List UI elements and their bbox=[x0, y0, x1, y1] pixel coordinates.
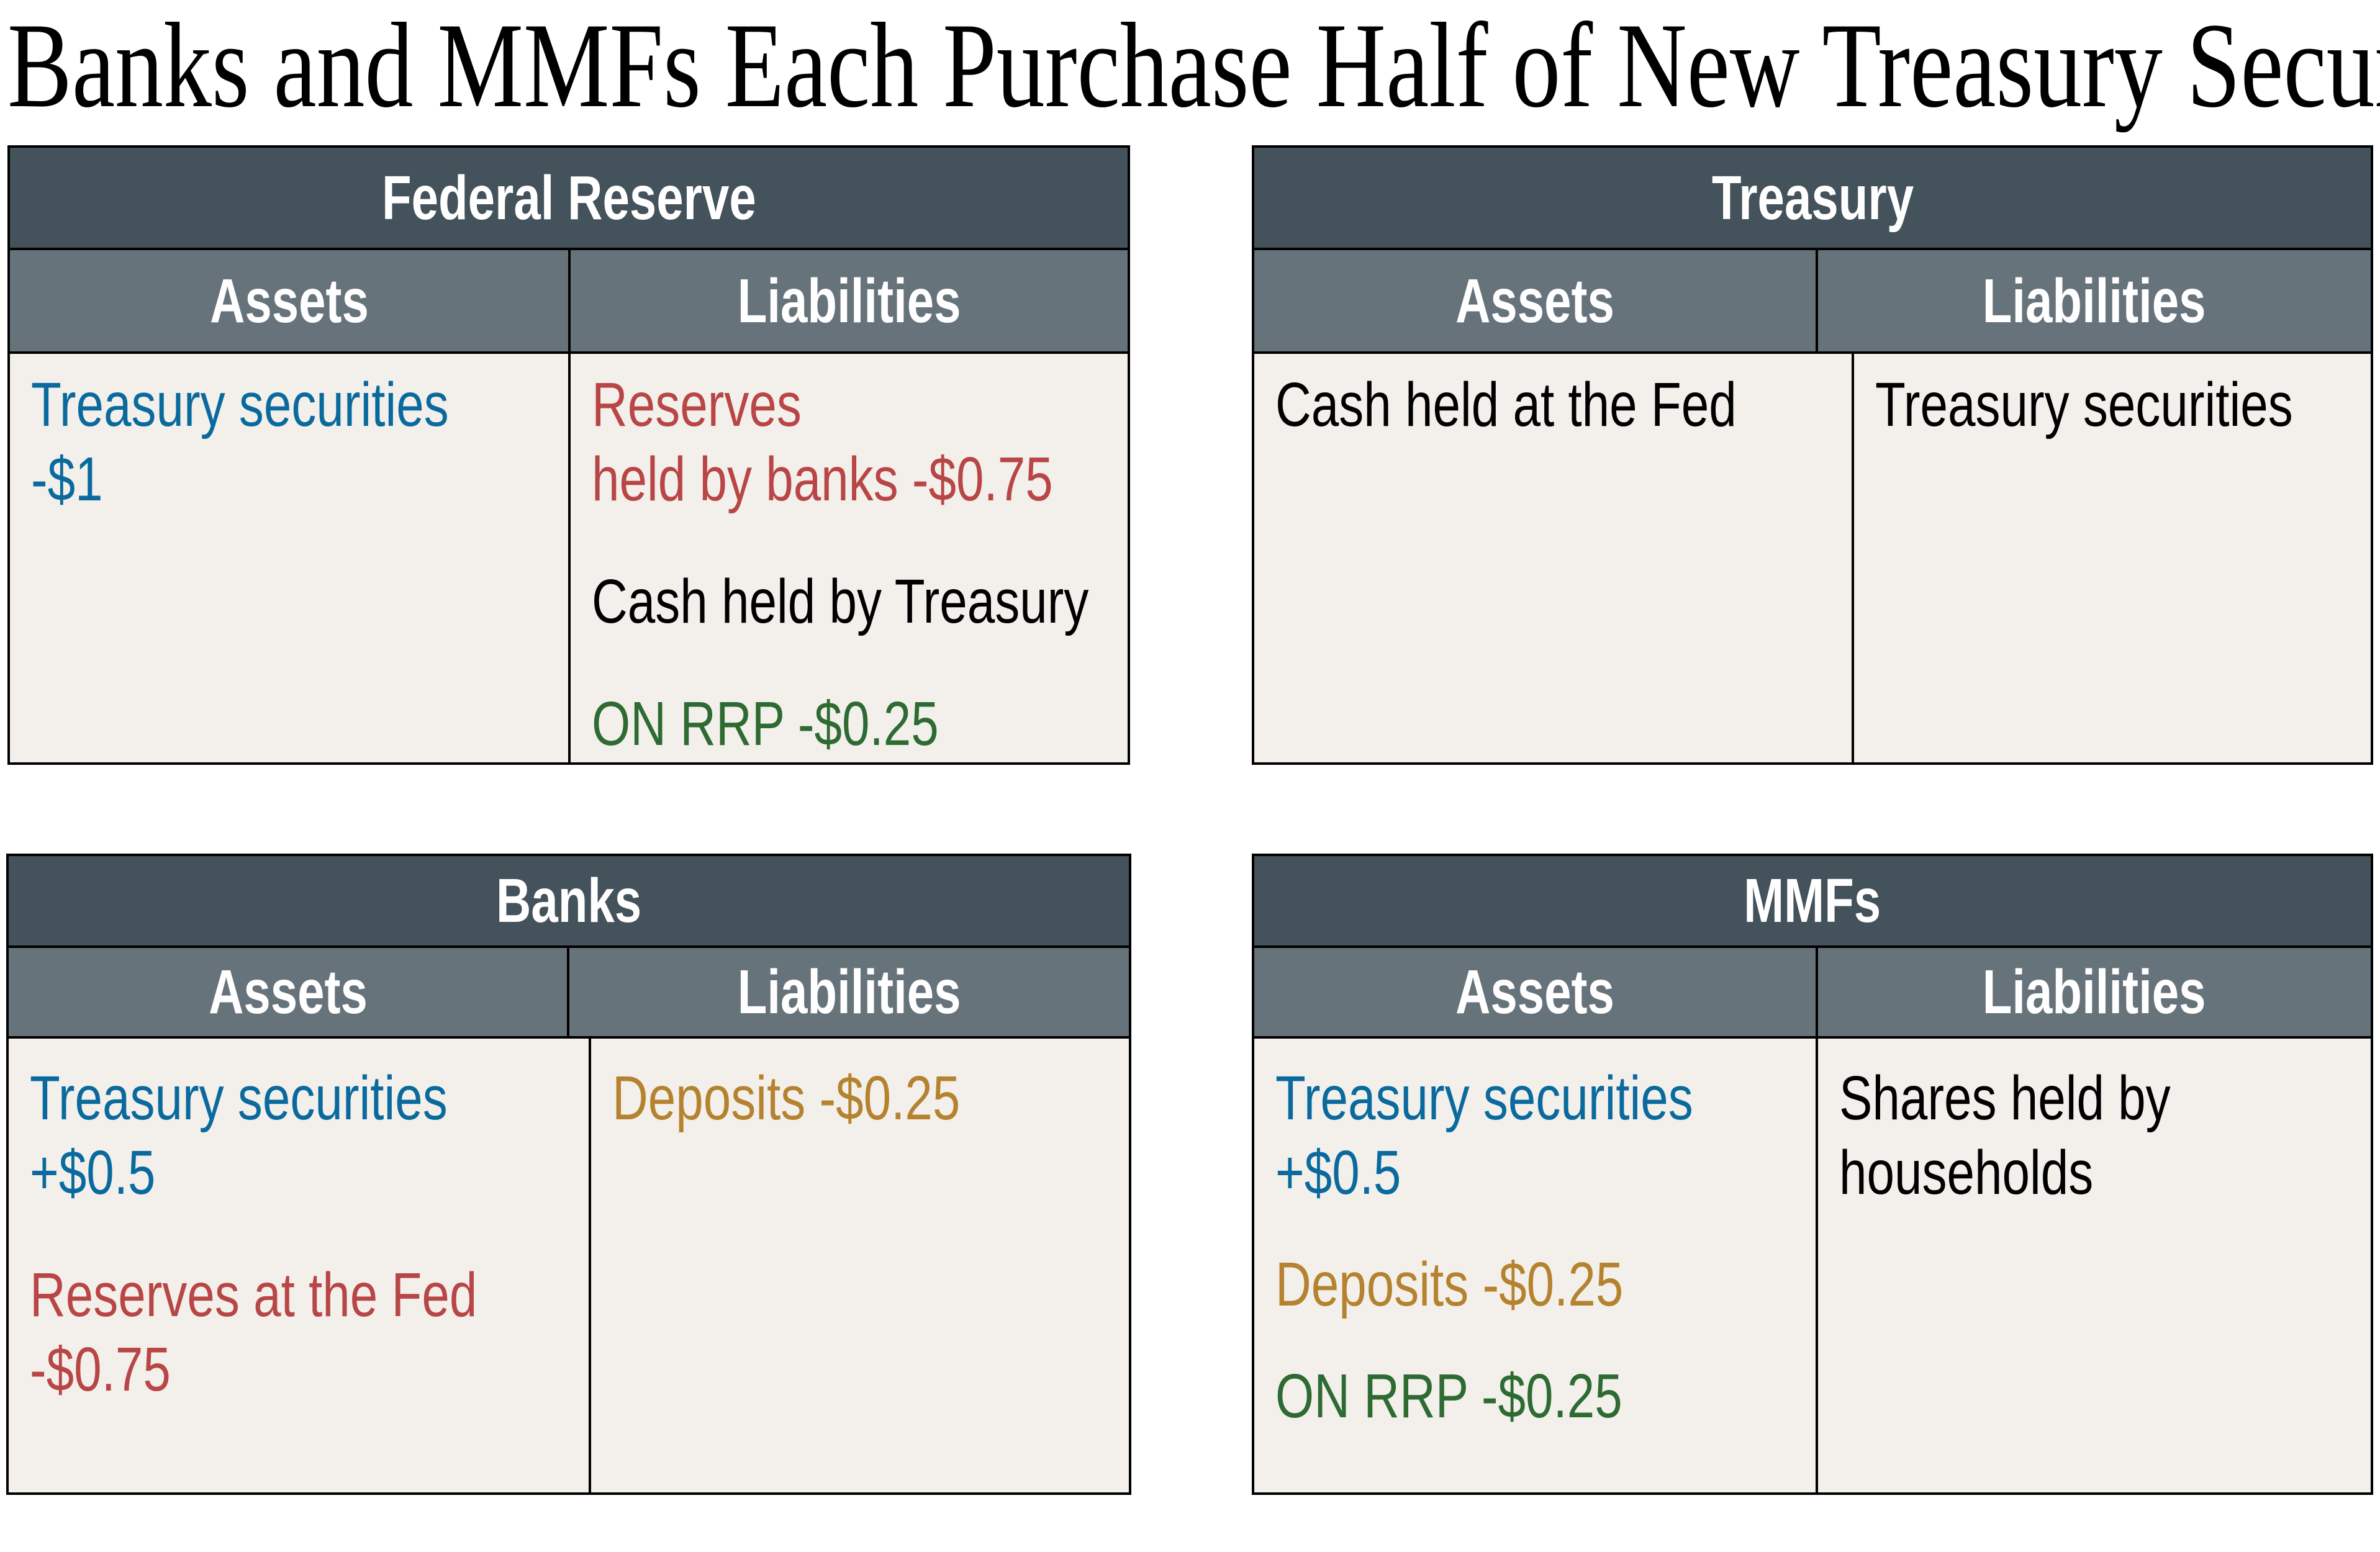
entry-amount: -$0.75 bbox=[30, 1335, 171, 1404]
banks-balance-sheet: Banks Assets Liabilities Treasury securi… bbox=[6, 854, 1131, 1495]
treasury-header: Treasury bbox=[1254, 148, 2371, 250]
treasury-assets-header: Assets bbox=[1254, 250, 1818, 351]
treasury-balance-sheet: Treasury Assets Liabilities Cash held at… bbox=[1252, 145, 2373, 765]
treasury-body: Cash held at the Fed Treasury securities bbox=[1254, 354, 2371, 762]
treasury-assets-column: Cash held at the Fed bbox=[1254, 354, 1855, 762]
entry-amount: held by banks -$0.75 bbox=[592, 444, 1053, 514]
fed-header: Federal Reserve bbox=[10, 148, 1128, 250]
banks-header: Banks bbox=[9, 856, 1129, 948]
banks-asset-reserves: Reserves at the Fed -$0.75 bbox=[30, 1258, 589, 1407]
entry-line: Treasury securities bbox=[1275, 1063, 1693, 1133]
banks-liabilities-column: Deposits -$0.25 bbox=[591, 1039, 1129, 1492]
mmfs-asset-treasury-securities: Treasury securities +$0.5 bbox=[1275, 1061, 1816, 1210]
fed-liability-on-rrp: ON RRP -$0.25 bbox=[592, 687, 1213, 761]
entry-line: households bbox=[1839, 1138, 2094, 1207]
entry-line: ON RRP -$0.25 bbox=[592, 689, 939, 759]
mmfs-liabilities-column: Shares held by households bbox=[1818, 1039, 2371, 1492]
mmfs-asset-on-rrp: ON RRP -$0.25 bbox=[1275, 1359, 1816, 1433]
assets-label: Assets bbox=[1455, 266, 1614, 336]
mmfs-title: MMFs bbox=[1744, 866, 1881, 936]
banks-body: Treasury securities +$0.5 Reserves at th… bbox=[9, 1039, 1129, 1492]
assets-label: Assets bbox=[1455, 957, 1614, 1027]
page-title: Banks and MMFs Each Purchase Half of New… bbox=[7, 0, 2380, 133]
entry-amount: -$1 bbox=[31, 444, 103, 514]
liabilities-label: Liabilities bbox=[737, 266, 961, 336]
entry-amount: +$0.5 bbox=[30, 1138, 156, 1207]
mmfs-liabilities-header: Liabilities bbox=[1818, 948, 2371, 1036]
entry-line: Treasury securities bbox=[1875, 370, 2294, 440]
entry-line: Deposits -$0.25 bbox=[612, 1063, 961, 1133]
treasury-liability-securities: Treasury securities bbox=[1875, 368, 2380, 442]
fed-balance-sheet: Federal Reserve Assets Liabilities Treas… bbox=[7, 145, 1130, 765]
liabilities-label: Liabilities bbox=[1983, 957, 2206, 1027]
fed-asset-treasury-securities: Treasury securities -$1 bbox=[31, 368, 568, 517]
fed-body: Treasury securities -$1 Reserves held by… bbox=[10, 354, 1128, 762]
fed-liability-treasury-cash: Cash held by Treasury bbox=[592, 564, 1213, 639]
banks-title: Banks bbox=[495, 866, 642, 936]
fed-liabilities-column: Reserves held by banks -$0.75 Cash held … bbox=[571, 354, 1213, 762]
mmfs-balance-sheet: MMFs Assets Liabilities Treasury securit… bbox=[1252, 854, 2373, 1495]
mmfs-assets-header: Assets bbox=[1254, 948, 1818, 1036]
entry-line: Treasury securities bbox=[31, 370, 449, 440]
mmfs-header: MMFs bbox=[1254, 856, 2371, 948]
entry-line: ON RRP -$0.25 bbox=[1275, 1361, 1622, 1431]
entry-line: Reserves bbox=[592, 370, 802, 440]
banks-asset-treasury-securities: Treasury securities +$0.5 bbox=[30, 1061, 589, 1210]
mmfs-asset-deposits: Deposits -$0.25 bbox=[1275, 1247, 1816, 1322]
assets-label: Assets bbox=[208, 957, 368, 1027]
entry-line: Treasury securities bbox=[30, 1063, 448, 1133]
fed-liability-reserves: Reserves held by banks -$0.75 bbox=[592, 368, 1213, 517]
treasury-liabilities-header: Liabilities bbox=[1818, 250, 2371, 351]
fed-assets-header: Assets bbox=[10, 250, 571, 351]
treasury-title: Treasury bbox=[1711, 163, 1914, 233]
banks-assets-header: Assets bbox=[9, 948, 569, 1036]
entry-line: Deposits -$0.25 bbox=[1275, 1250, 1624, 1319]
mmfs-liability-shares: Shares held by households bbox=[1839, 1061, 2371, 1210]
fed-subheader: Assets Liabilities bbox=[10, 250, 1128, 354]
assets-label: Assets bbox=[209, 266, 369, 336]
entry-line: Cash held at the Fed bbox=[1275, 370, 1737, 440]
banks-liabilities-header: Liabilities bbox=[569, 948, 1129, 1036]
treasury-asset-cash-at-fed: Cash held at the Fed bbox=[1275, 368, 1852, 442]
mmfs-assets-column: Treasury securities +$0.5 Deposits -$0.2… bbox=[1254, 1039, 1818, 1492]
entry-line: Reserves at the Fed bbox=[30, 1260, 477, 1330]
entry-amount: +$0.5 bbox=[1275, 1138, 1401, 1207]
liabilities-label: Liabilities bbox=[1983, 266, 2206, 336]
treasury-liabilities-column: Treasury securities bbox=[1854, 354, 2380, 762]
entry-line: Cash held by Treasury bbox=[592, 567, 1089, 636]
liabilities-label: Liabilities bbox=[737, 957, 961, 1027]
mmfs-subheader: Assets Liabilities bbox=[1254, 948, 2371, 1039]
banks-liability-deposits: Deposits -$0.25 bbox=[612, 1061, 1129, 1135]
fed-liabilities-header: Liabilities bbox=[571, 250, 1128, 351]
fed-assets-column: Treasury securities -$1 bbox=[10, 354, 571, 762]
entry-line: Shares held by bbox=[1839, 1063, 2171, 1133]
banks-subheader: Assets Liabilities bbox=[9, 948, 1129, 1039]
mmfs-body: Treasury securities +$0.5 Deposits -$0.2… bbox=[1254, 1039, 2371, 1492]
treasury-subheader: Assets Liabilities bbox=[1254, 250, 2371, 354]
fed-title: Federal Reserve bbox=[381, 163, 756, 233]
banks-assets-column: Treasury securities +$0.5 Reserves at th… bbox=[9, 1039, 592, 1492]
